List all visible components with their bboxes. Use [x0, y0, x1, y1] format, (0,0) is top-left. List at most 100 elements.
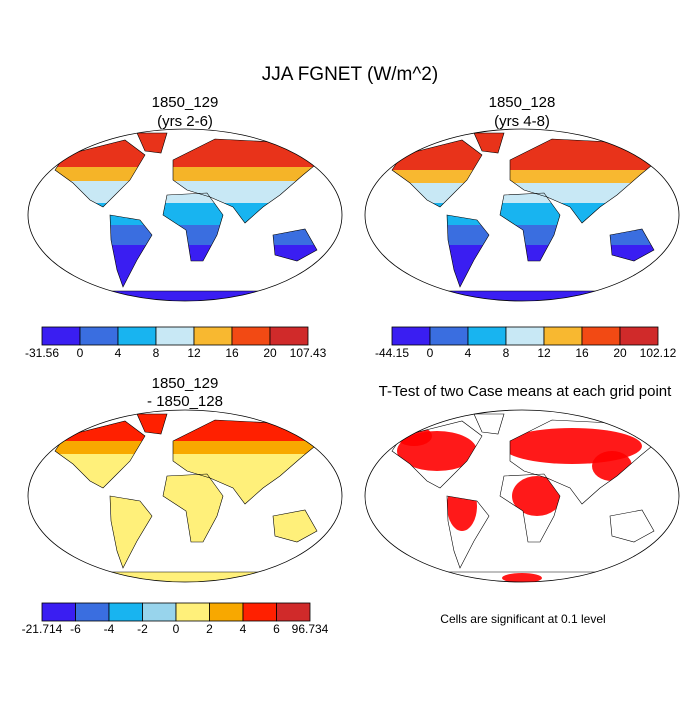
colorbar-box	[505, 326, 545, 346]
panel-note: Cells are significant at 0.1 level	[440, 612, 605, 626]
colorbar-box	[75, 602, 110, 622]
colorbar-label: 16	[575, 346, 589, 360]
colorbar-label: 20	[613, 346, 627, 360]
coastline	[391, 420, 483, 489]
land-fill	[35, 133, 335, 167]
map	[371, 132, 673, 301]
coastline	[609, 228, 655, 262]
panel-subtitle: (yrs 2-6)	[157, 113, 213, 130]
land-fill	[35, 203, 335, 225]
significant-cells	[592, 451, 632, 481]
land	[35, 414, 335, 582]
colorbar-label: 16	[225, 346, 239, 360]
colorbar-label: 0	[427, 346, 434, 360]
land	[372, 414, 672, 582]
map-panel: 1850_128 (yrs 4-8) -44.15 0 4 8 12 16 20 102.12	[364, 94, 680, 360]
coastline	[272, 228, 318, 262]
land	[35, 133, 335, 301]
coastline	[162, 192, 224, 262]
figure-title: JJA FGNET (W/m^2)	[262, 64, 438, 85]
coastline	[499, 473, 561, 543]
colorbar-label: 0	[77, 346, 84, 360]
land-fill	[35, 454, 335, 582]
colorbar-label: 0	[173, 622, 180, 636]
colorbar-box	[108, 602, 143, 622]
coastline	[473, 413, 505, 435]
colorbar-label: -21.714	[22, 622, 63, 636]
land-fill	[35, 414, 335, 441]
colorbar-label: 107.43	[290, 346, 327, 360]
panel-subtitle: (yrs 4-8)	[494, 113, 550, 130]
colorbar-box	[467, 326, 507, 346]
coastline	[391, 139, 483, 208]
panel-title: 1850_129	[152, 94, 219, 111]
coastline	[446, 495, 490, 569]
colorbar-label: 2	[206, 622, 213, 636]
panel-subtitle: - 1850_128	[147, 393, 223, 410]
map-border	[364, 128, 680, 302]
colorbar-box	[276, 602, 311, 622]
colorbar-box	[581, 326, 621, 346]
land-fill	[372, 225, 672, 245]
land-fill	[372, 133, 672, 170]
colorbar-label: -2	[137, 622, 148, 636]
coastline	[54, 139, 146, 208]
coastline	[109, 214, 153, 288]
colorbar-label: -31.56	[25, 346, 59, 360]
colorbar-box	[242, 602, 277, 622]
significant-cells	[502, 573, 542, 582]
land	[372, 133, 672, 301]
coastline	[54, 420, 146, 489]
significant-cells	[512, 476, 562, 516]
land-fill	[372, 170, 672, 183]
colorbar-box	[543, 326, 583, 346]
colorbar-label: 102.12	[640, 346, 677, 360]
significant-cells	[447, 481, 477, 531]
map-panel: 1850_129- 1850_128 -21.714 -6 -4 -2 0 2 4 6 96.73…	[22, 375, 343, 636]
land-fill	[372, 245, 672, 301]
colorbar-label: 4	[115, 346, 122, 360]
land-fill	[35, 225, 335, 245]
colorbar-label: 12	[537, 346, 551, 360]
colorbar-label: 8	[503, 346, 510, 360]
significant-cells	[396, 426, 432, 446]
map	[34, 413, 336, 582]
colorbar-box	[619, 326, 659, 346]
colorbar-box	[175, 602, 210, 622]
colorbar-label: -6	[70, 622, 81, 636]
colorbar-box	[41, 602, 76, 622]
coastline	[499, 192, 561, 262]
map-panel: T-Test of two Case means at each grid po…	[364, 383, 680, 626]
colorbar: -44.15 0 4 8 12 16 20 102.12	[375, 326, 677, 360]
colorbar: -21.714 -6 -4 -2 0 2 4 6 96.734	[22, 602, 329, 636]
map-border	[27, 128, 343, 302]
colorbar-box	[193, 326, 233, 346]
colorbar: -31.56 0 4 8 12 16 20 107.43	[25, 326, 327, 360]
land-fill	[35, 245, 335, 301]
coastline	[272, 509, 318, 543]
colorbar-label: 4	[465, 346, 472, 360]
colorbar-box	[79, 326, 119, 346]
coastline	[162, 473, 224, 543]
colorbar-label: 8	[153, 346, 160, 360]
colorbar-box	[117, 326, 157, 346]
map-border	[27, 409, 343, 583]
colorbar-box	[155, 326, 195, 346]
colorbar-label: 12	[187, 346, 201, 360]
coastline	[446, 214, 490, 288]
colorbar-label: 4	[240, 622, 247, 636]
colorbar-box	[142, 602, 177, 622]
coastline	[109, 495, 153, 569]
colorbar-box	[41, 326, 81, 346]
colorbar-box	[269, 326, 309, 346]
colorbar-label: 6	[273, 622, 280, 636]
panel-title: 1850_128	[489, 94, 556, 111]
land-fill	[35, 167, 335, 181]
panel-title: T-Test of two Case means at each grid po…	[379, 383, 672, 400]
map-panel: 1850_129 (yrs 2-6) -31.56 0 4 8 12 16 20 107.43	[25, 94, 343, 360]
panel-title: 1850_129	[152, 375, 219, 392]
land-fill	[35, 181, 335, 203]
land-fill	[372, 203, 672, 225]
colorbar-box	[429, 326, 469, 346]
